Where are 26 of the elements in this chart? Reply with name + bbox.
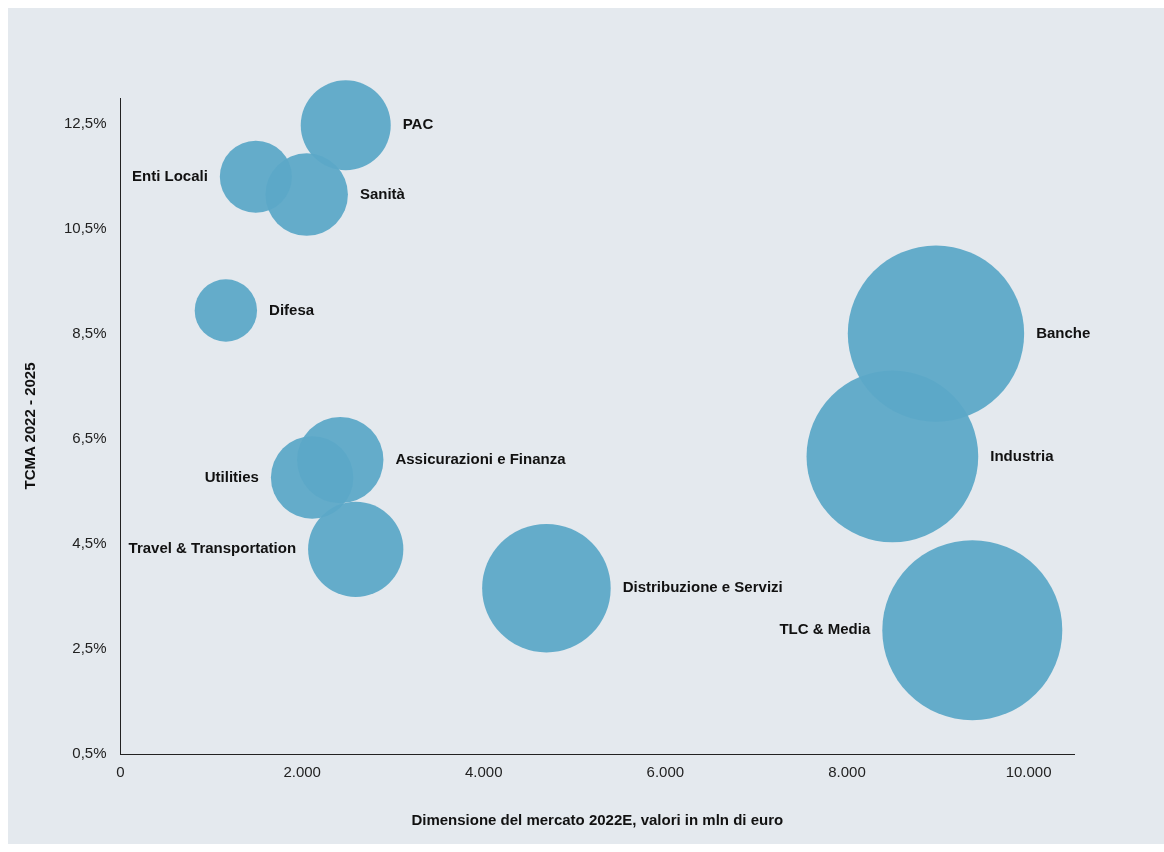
series-label: Enti Locali bbox=[131, 166, 208, 184]
series-label: Distribuzione e Servizi bbox=[622, 578, 783, 596]
x-axis-title: Dimensione del mercato 2022E, valori in mln di euro bbox=[411, 811, 784, 829]
series-label: Industria bbox=[990, 446, 1055, 464]
y-tick-label: 6,5% bbox=[72, 429, 107, 447]
x-tick-label: 0 bbox=[116, 763, 125, 781]
x-tick-label: 4.000 bbox=[464, 763, 503, 781]
x-tick-label: 10.000 bbox=[1005, 763, 1052, 781]
series-label: Sanità bbox=[359, 184, 406, 202]
series-label: PAC bbox=[402, 115, 434, 133]
series-label: Utilities bbox=[204, 467, 259, 485]
x-tick-label: 6.000 bbox=[646, 763, 685, 781]
x-tick-label: 2.000 bbox=[283, 763, 321, 781]
x-tick-label: 8.000 bbox=[828, 763, 866, 781]
y-tick-label: 10,5% bbox=[63, 219, 107, 237]
series-label: Banche bbox=[1036, 323, 1091, 341]
y-tick-label: 0,5% bbox=[72, 744, 107, 762]
series-label: Travel & Transportation bbox=[128, 539, 297, 557]
y-tick-label: 4,5% bbox=[72, 534, 107, 552]
y-axis-title: TCMA 2022 - 2025 bbox=[21, 362, 39, 490]
series-label: Difesa bbox=[269, 300, 315, 318]
y-tick-label: 12,5% bbox=[63, 114, 107, 132]
series-label: Assicurazioni e Finanza bbox=[395, 450, 567, 468]
series-label: TLC & Media bbox=[779, 620, 871, 638]
y-tick-label: 8,5% bbox=[72, 324, 107, 342]
y-tick-label: 2,5% bbox=[72, 639, 107, 657]
